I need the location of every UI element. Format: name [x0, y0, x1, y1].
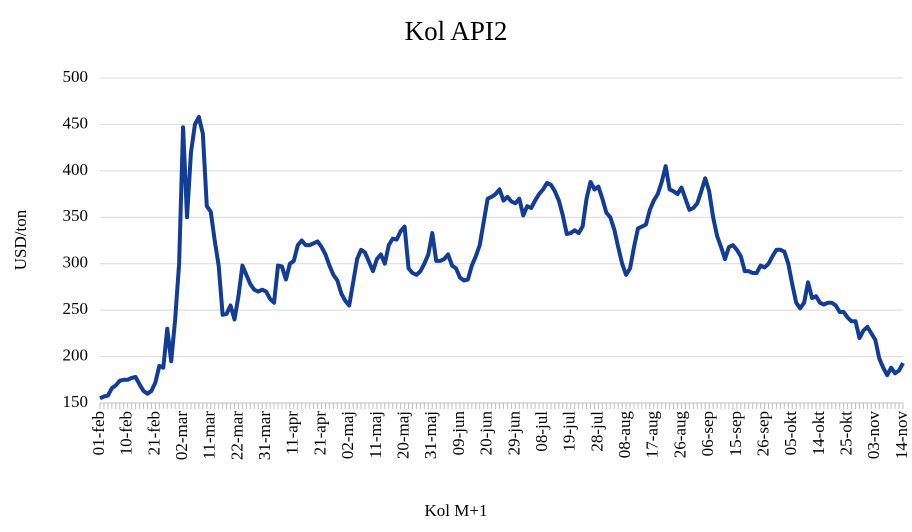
y-tick-label: 150 — [63, 392, 89, 411]
x-tick-label: 21-apr — [310, 411, 329, 456]
x-tick-label: 09-jun — [449, 411, 468, 456]
x-tick-label: 02-maj — [338, 411, 357, 459]
legend-label: Kol M+1 — [425, 501, 488, 520]
line-series — [99, 115, 905, 401]
x-tick-label: 11-maj — [366, 411, 385, 459]
y-tick-label: 450 — [63, 113, 89, 132]
chart-title: Kol API2 — [405, 16, 508, 46]
x-tick-label: 29-jun — [504, 411, 523, 456]
x-tick-label: 20-maj — [393, 411, 412, 459]
x-tick-label: 02-mar — [172, 411, 191, 460]
y-tick-label: 350 — [63, 206, 89, 225]
x-tick-label: 15-sep — [726, 411, 745, 456]
x-tick-label: 26-aug — [670, 411, 689, 459]
x-tick-label: 14-okt — [809, 411, 828, 456]
x-tick-label: 20-jun — [477, 411, 496, 456]
x-tick-label: 10-feb — [117, 411, 136, 455]
x-tick-label: 08-aug — [615, 411, 634, 459]
x-tick-label: 25-okt — [837, 411, 856, 456]
x-tick-label: 14-nov — [892, 411, 911, 460]
x-tick-label: 08-jul — [532, 411, 551, 452]
x-tick-label: 31-mar — [255, 411, 274, 460]
x-tick-label: 06-sep — [698, 411, 717, 456]
y-tick-label: 250 — [63, 299, 89, 318]
x-tick-label: 17-aug — [643, 411, 662, 459]
y-tick-label: 500 — [63, 67, 89, 86]
x-tick-label: 22-mar — [227, 411, 246, 460]
x-tick-label: 01-feb — [89, 411, 108, 455]
x-tick-label: 03-nov — [864, 411, 883, 460]
y-axis-label: USD/ton — [11, 209, 30, 270]
x-tick-label: 28-jul — [587, 411, 606, 452]
y-tick-label: 400 — [63, 160, 89, 179]
x-tick-label: 11-mar — [200, 411, 219, 460]
y-tick-label: 300 — [63, 253, 89, 272]
y-tick-label: 200 — [63, 345, 89, 364]
x-tick-label: 21-feb — [144, 411, 163, 455]
x-tick-label: 26-sep — [753, 411, 772, 456]
x-tick-label: 11-apr — [283, 411, 302, 455]
x-tick-label: 19-jul — [560, 411, 579, 452]
x-tick-label: 31-maj — [421, 411, 440, 459]
x-tick-label: 05-okt — [781, 411, 800, 456]
